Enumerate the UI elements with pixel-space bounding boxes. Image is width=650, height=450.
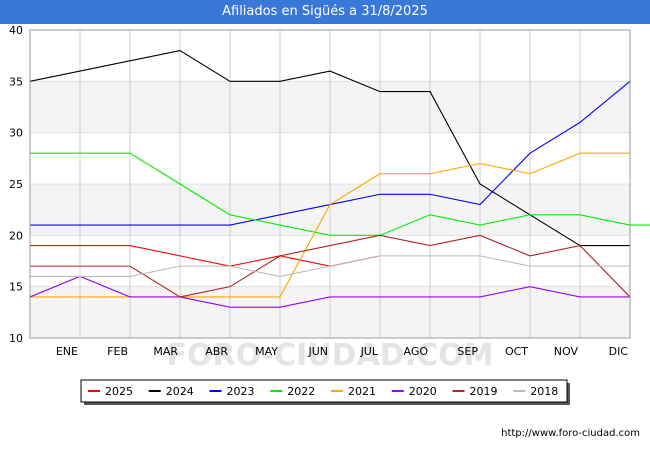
legend-label-2019: 2019: [470, 385, 498, 398]
x-tick-label: OCT: [505, 345, 528, 358]
chart-title: Afiliados en Sigüés a 31/8/2025: [0, 0, 650, 24]
legend-label-2023: 2023: [227, 385, 255, 398]
legend-box: [80, 379, 568, 403]
legend-label-2025: 2025: [105, 385, 133, 398]
watermark: FORO-CIUDAD.COM: [167, 338, 494, 373]
legend-label-2024: 2024: [166, 385, 194, 398]
x-tick-label: MAY: [255, 345, 278, 358]
x-tick-label: ENE: [56, 345, 78, 358]
y-tick-label: 25: [9, 178, 23, 191]
series-lines: [29, 49, 650, 308]
x-tick-label: JUL: [360, 345, 379, 358]
x-tick-label: SEP: [457, 345, 478, 358]
legend-label-2022: 2022: [287, 385, 315, 398]
x-tick-label: JUN: [307, 345, 328, 358]
series-line-2018: [30, 255, 630, 277]
series-line-2022: [30, 152, 650, 236]
x-tick-label: FEB: [107, 345, 128, 358]
x-tick-label: AGO: [403, 345, 428, 358]
legend-label-2020: 2020: [409, 385, 437, 398]
series-line-2020: [29, 275, 630, 308]
y-tick-label: 40: [9, 24, 23, 37]
y-axis-ticks: 10 15 20 25 30 35 40: [9, 24, 23, 345]
plot-border: [29, 29, 631, 339]
y-tick-label: 35: [9, 75, 23, 88]
y-tick-label: 30: [9, 127, 23, 140]
series-line-2025: [30, 245, 381, 267]
x-axis-ticks: ENE FEB MAR ABR MAY JUN JUL AGO SEP OCT NOV DIC: [56, 345, 628, 358]
series-line-2019: [30, 234, 631, 298]
legend-label-2021: 2021: [348, 385, 376, 398]
x-tick-label: MAR: [153, 345, 178, 358]
legend-label-2018: 2018: [530, 385, 558, 398]
y-tick-label: 20: [9, 229, 23, 242]
y-tick-label: 10: [9, 332, 23, 345]
x-tick-label: DIC: [609, 345, 629, 358]
source-url: http://www.foro-ciudad.com: [501, 428, 640, 439]
y-tick-label: 15: [9, 281, 23, 294]
x-tick-label: NOV: [554, 345, 579, 358]
legend: 2025 2024 2023 2022 2021 2020 2019 2018: [80, 379, 570, 405]
x-tick-label: ABR: [205, 345, 228, 358]
